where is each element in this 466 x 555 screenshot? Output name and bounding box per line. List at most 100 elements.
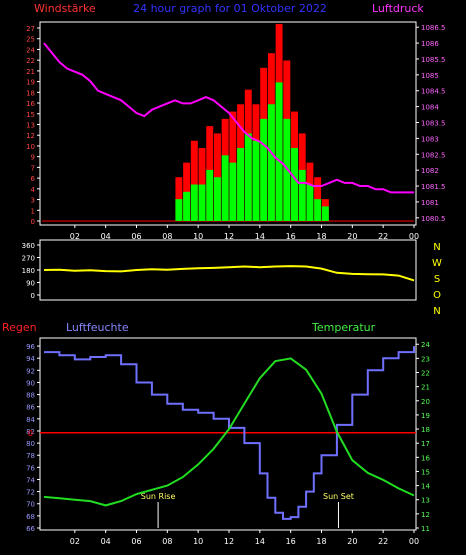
- direction-compass-letter: W: [432, 258, 442, 269]
- direction-compass-letter: S: [434, 274, 440, 285]
- wind-tick-label: 21: [26, 68, 35, 76]
- time-tick-label: 00: [409, 537, 419, 546]
- wind-tick-label: 27: [26, 25, 35, 33]
- humidity-tick-label: 84: [26, 416, 35, 424]
- wind-tick-label: 1: [31, 207, 35, 215]
- time-tick-label: 12: [224, 537, 234, 546]
- time-tick-label: 00: [409, 232, 419, 241]
- pressure-tick-label: 1081: [421, 199, 439, 207]
- time-tick-label: 16: [286, 537, 296, 546]
- wind-tick-label: 7: [31, 164, 35, 172]
- time-tick-label: 10: [193, 537, 203, 546]
- rain-zero-label: 0: [28, 429, 33, 438]
- pressure-tick-label: 1083: [421, 135, 439, 143]
- time-tick-label: 08: [162, 537, 172, 546]
- wind-average-bar: [252, 140, 260, 221]
- humidity-tick-label: 96: [26, 343, 35, 351]
- wind-pressure-frame: [39, 21, 417, 226]
- humidity-tick-label: 82: [26, 428, 35, 436]
- pressure-tick-label: 1084: [421, 104, 439, 112]
- time-tick-label: 20: [347, 537, 357, 546]
- humidity-tick-label: 90: [26, 379, 35, 387]
- wind-average-bar: [237, 148, 245, 221]
- wind-tick-label: 22: [26, 57, 35, 65]
- wind-tick-label: 15: [26, 111, 35, 119]
- wind-average-bar: [244, 133, 252, 221]
- time-tick-label: 22: [378, 537, 388, 546]
- humidity-tick-label: 68: [26, 513, 35, 521]
- temperature-tick-label: 15: [421, 468, 430, 476]
- wind-gust-bar: [190, 140, 198, 221]
- humidity-tick-label: 80: [26, 440, 35, 448]
- wind-average-bar: [298, 169, 306, 221]
- chart-title: 24 hour graph for 01 Oktober 2022: [133, 2, 327, 15]
- time-tick-label: 02: [70, 537, 80, 546]
- humidity-temperature-panel: 66 68 70 72 74 76 78 80 82 84 86 88 90 92 94 96 11 12 13 14…: [26, 337, 430, 546]
- wind-axis-title: Windstärke: [34, 2, 96, 15]
- humidity-tick-label: 94: [26, 355, 35, 363]
- humidity-tick-label: 78: [26, 452, 35, 460]
- wind-tick-label: 6: [31, 175, 36, 183]
- humidity-axis-title: Luftfeuchte: [66, 321, 129, 334]
- time-tick-label: 06: [131, 232, 141, 241]
- pressure-tick-label: 1086.5: [421, 24, 446, 32]
- wind-tick-label: 16: [26, 100, 35, 108]
- direction-compass-letter: N: [433, 242, 440, 253]
- direction-tick-label: 360: [22, 242, 35, 250]
- wind-tick-label: 0: [31, 218, 35, 226]
- pressure-tick-label: 1085: [421, 72, 439, 80]
- temperature-axis-title: Temperatur: [311, 321, 376, 334]
- humidity-tick-label: 66: [26, 525, 35, 533]
- time-tick-label: 04: [101, 537, 111, 546]
- humidity-tick-label: 74: [26, 476, 35, 484]
- temperature-tick-label: 13: [421, 497, 430, 505]
- wind-tick-label: 18: [26, 89, 35, 97]
- wind-tick-label: 24: [26, 46, 35, 54]
- pressure-tick-label: 1083.5: [421, 120, 446, 128]
- pressure-tick-label: 1082: [421, 167, 439, 175]
- wind-tick-label: 10: [26, 143, 35, 151]
- direction-tick-label: 180: [22, 267, 35, 275]
- time-tick-label: 06: [131, 537, 141, 546]
- temperature-tick-label: 11: [421, 525, 430, 533]
- wind-average-bar: [175, 199, 183, 221]
- wind-average-bar: [190, 184, 198, 221]
- wind-average-bar: [314, 199, 322, 221]
- humidity-tick-label: 72: [26, 489, 35, 497]
- humidity-tick-label: 92: [26, 367, 35, 375]
- time-tick-label: 12: [224, 232, 234, 241]
- temperature-tick-label: 24: [421, 341, 430, 349]
- pressure-tick-label: 1080.5: [421, 215, 446, 223]
- humidity-temperature-frame: [39, 337, 417, 531]
- pressure-line: [43, 42, 414, 194]
- sunrise-label: Sun Rise: [141, 492, 176, 501]
- time-tick-label: 18: [316, 537, 326, 546]
- wind-average-bar: [275, 82, 283, 222]
- humidity-tick-label: 88: [26, 392, 35, 400]
- time-tick-label: 22: [378, 232, 388, 241]
- wind-average-bar: [306, 184, 314, 221]
- humidity-tick-label: 86: [26, 404, 35, 412]
- temperature-tick-label: 14: [421, 483, 430, 491]
- wind-tick-label: 19: [26, 79, 35, 87]
- pressure-tick-label: 1084.5: [421, 88, 446, 96]
- wind-tick-label: 9: [31, 154, 35, 162]
- humidity-tick-label: 70: [26, 501, 35, 509]
- temperature-tick-label: 20: [421, 398, 430, 406]
- time-tick-label: 14: [255, 537, 265, 546]
- wind-average-bar: [321, 206, 329, 221]
- direction-tick-label: 0: [31, 292, 35, 300]
- time-tick-label: 18: [316, 232, 326, 241]
- time-tick-label: 10: [193, 232, 203, 241]
- wind-average-bar: [183, 191, 191, 221]
- temperature-tick-label: 19: [421, 412, 430, 420]
- wind-tick-label: 13: [26, 122, 35, 130]
- pressure-tick-label: 1081.5: [421, 183, 446, 191]
- wind-average-bar: [260, 118, 268, 221]
- time-tick-label: 20: [347, 232, 357, 241]
- time-tick-label: 16: [286, 232, 296, 241]
- wind-direction-line: [43, 265, 415, 282]
- temperature-tick-label: 17: [421, 440, 430, 448]
